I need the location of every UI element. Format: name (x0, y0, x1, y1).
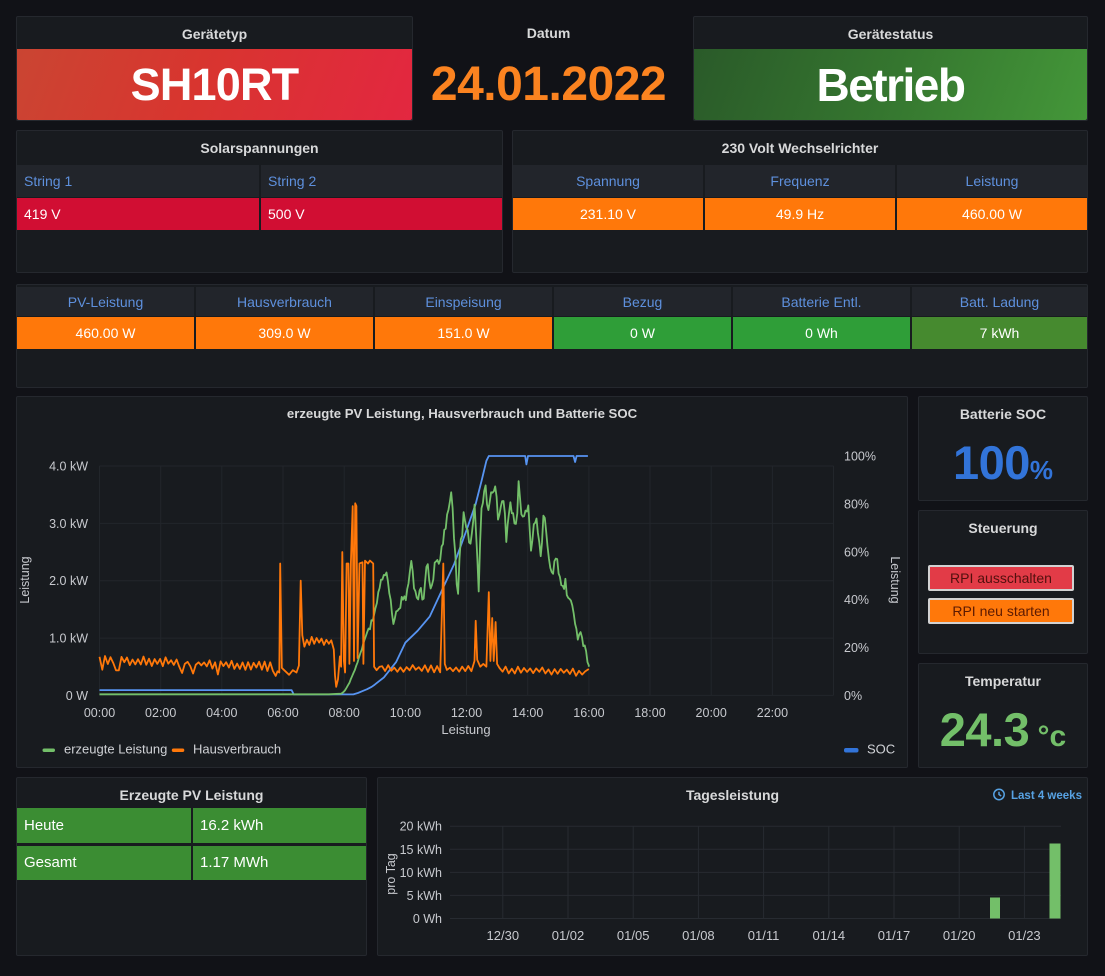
svg-text:0 Wh: 0 Wh (413, 912, 442, 926)
svg-text:10 kWh: 10 kWh (400, 866, 442, 880)
svg-text:00:00: 00:00 (84, 706, 115, 720)
svg-text:12:00: 12:00 (451, 706, 482, 720)
svg-text:14:00: 14:00 (512, 706, 543, 720)
svg-text:100%: 100% (844, 450, 876, 464)
svg-text:60%: 60% (844, 545, 869, 559)
svg-text:3.0 kW: 3.0 kW (49, 517, 88, 531)
svg-text:04:00: 04:00 (206, 706, 237, 720)
svg-text:08:00: 08:00 (329, 706, 360, 720)
svg-text:02:00: 02:00 (145, 706, 176, 720)
svg-text:01/05: 01/05 (617, 928, 650, 943)
svg-text:5 kWh: 5 kWh (407, 889, 442, 903)
svg-text:01/11: 01/11 (748, 928, 780, 943)
svg-text:Last 4 weeks: Last 4 weeks (1011, 790, 1082, 802)
svg-text:20:00: 20:00 (696, 706, 727, 720)
svg-text:16:00: 16:00 (573, 706, 604, 720)
svg-text:Leistung: Leistung (441, 722, 490, 737)
svg-text:20 kWh: 20 kWh (400, 820, 442, 834)
svg-text:1.0 kW: 1.0 kW (49, 632, 88, 646)
svg-text:01/02: 01/02 (552, 928, 585, 943)
svg-text:40%: 40% (844, 593, 869, 607)
svg-text:0%: 0% (844, 689, 862, 703)
svg-text:06:00: 06:00 (267, 706, 298, 720)
svg-text:erzeugte Leistung: erzeugte Leistung (64, 742, 167, 757)
svg-text:10:00: 10:00 (390, 706, 421, 720)
svg-text:80%: 80% (844, 497, 869, 511)
svg-text:Hausverbrauch: Hausverbrauch (193, 742, 281, 757)
svg-text:20%: 20% (844, 641, 869, 655)
svg-text:01/17: 01/17 (878, 928, 911, 943)
svg-text:01/20: 01/20 (943, 928, 976, 943)
svg-text:22:00: 22:00 (757, 706, 788, 720)
svg-text:2.0 kW: 2.0 kW (49, 574, 88, 588)
svg-text:0 W: 0 W (66, 689, 88, 703)
svg-text:01/08: 01/08 (682, 928, 715, 943)
svg-text:18:00: 18:00 (634, 706, 665, 720)
svg-text:4.0 kW: 4.0 kW (49, 460, 88, 474)
svg-text:Leistung: Leistung (18, 556, 32, 603)
svg-text:15 kWh: 15 kWh (400, 843, 442, 857)
svg-text:SOC: SOC (867, 742, 895, 757)
svg-text:01/14: 01/14 (813, 928, 846, 943)
svg-text:pro Tag: pro Tag (384, 853, 398, 895)
svg-text:Leistung: Leistung (888, 556, 902, 603)
svg-text:01/23: 01/23 (1008, 928, 1041, 943)
svg-text:12/30: 12/30 (487, 928, 520, 943)
